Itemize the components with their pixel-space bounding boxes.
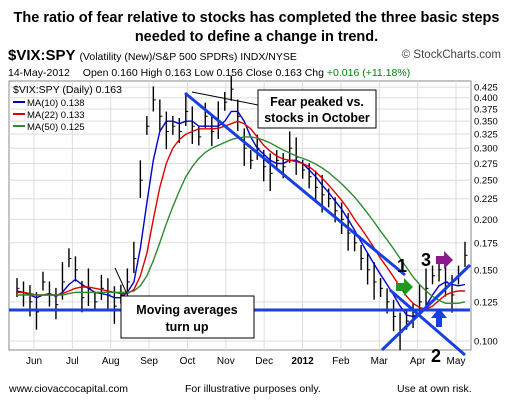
moving-avg-callout: Moving averages turn up	[114, 267, 255, 339]
y-tick-label: 0.150	[474, 265, 498, 276]
chg-label: Chg	[304, 67, 324, 79]
y-tick-label: 0.275	[474, 159, 498, 170]
legend-ma50: MA(50) 0.125	[27, 122, 85, 133]
step-markers: 1 3 2	[396, 250, 453, 366]
y-tick-label: 0.225	[474, 194, 498, 205]
x-tick-label: Sep	[140, 356, 158, 367]
breakout-line-down	[389, 288, 466, 357]
breakout-line-up	[380, 263, 472, 352]
x-tick-label: Mar	[371, 356, 389, 367]
headline-line-1: The ratio of fear relative to stocks has…	[13, 10, 500, 26]
high-value: 0.163	[165, 67, 192, 79]
y-tick-label: 0.400	[474, 93, 498, 104]
chg-value: +0.016 (+11.18%)	[326, 67, 411, 79]
quote-date: 14-May-2012	[8, 67, 70, 79]
close-value: 0.163	[275, 67, 302, 79]
headline-line-2: needed to define a change in trend.	[134, 29, 379, 45]
x-tick-label: Feb	[332, 356, 350, 367]
fear-peak-box	[257, 89, 377, 129]
y-tick-label: 0.375	[474, 105, 498, 116]
x-tick-label: Oct	[180, 356, 196, 367]
fear-peak-leader	[191, 91, 259, 106]
x-tick-label: Nov	[217, 356, 235, 367]
y-tick-label: 0.125	[474, 297, 498, 308]
x-tick-label: May	[447, 356, 466, 367]
ma22-line	[17, 120, 465, 310]
fear-peak-line-2: stocks in October	[264, 111, 370, 125]
open-label: Open	[82, 67, 109, 79]
green-arrow-icon	[396, 278, 413, 296]
legend-ma22: MA(22) 0.133	[27, 110, 85, 121]
step-3-label: 3	[421, 250, 431, 270]
y-tick-label: 0.200	[474, 215, 498, 226]
downtrend-line	[184, 91, 406, 277]
y-tick-label: 0.325	[474, 130, 498, 141]
y-tick-label: 0.250	[474, 176, 498, 187]
grid	[9, 81, 471, 350]
high-label: High	[140, 67, 163, 79]
fear-peak-line-1: Fear peaked vs.	[270, 95, 364, 109]
footer-site: www.ciovaccocapital.com	[9, 383, 129, 395]
y-tick-label: 0.425	[474, 83, 498, 94]
headline: The ratio of fear relative to stocks has…	[0, 9, 513, 47]
purple-arrow-icon	[436, 251, 453, 269]
symbol: $VIX:SPY	[8, 47, 76, 64]
step-1-label: 1	[397, 256, 407, 276]
symbol-description: (Volatility (New)/S&P 500 SPDRs) INDX/NY…	[79, 51, 297, 63]
legend-series: $VIX:SPY (Daily) 0.163	[13, 84, 122, 96]
footer-risk: Use at own risk.	[397, 383, 472, 395]
quote-line: 14-May-2012 Open 0.160 High 0.163 Low 0.…	[8, 67, 410, 79]
x-tick-label: 2012	[291, 356, 314, 367]
low-value: 0.156	[216, 67, 243, 79]
moving-avg-line-2: turn up	[165, 320, 208, 334]
y-tick-label: 0.300	[474, 144, 498, 155]
moving-avg-box	[120, 295, 255, 339]
y-tick-label: 0.100	[474, 336, 498, 347]
moving-avg-leader	[114, 267, 129, 297]
legend: $VIX:SPY (Daily) 0.163 MA(10) 0.138 MA(2…	[13, 84, 122, 133]
y-tick-label: 0.350	[474, 117, 498, 128]
x-tick-label: Dec	[255, 356, 273, 367]
x-axis: Jun Jul Aug Sep Oct Nov Dec 2012 Feb Mar Apr May	[26, 356, 466, 367]
open-value: 0.160	[111, 67, 138, 79]
low-label: Low	[194, 67, 214, 79]
x-tick-label: Aug	[102, 356, 120, 367]
footer-note: For illustrative purposes only.	[185, 383, 321, 395]
x-tick-label: Apr	[410, 356, 426, 367]
blue-arrow-up-icon	[431, 308, 447, 327]
close-label: Close	[245, 67, 273, 79]
step-2-label: 2	[431, 346, 441, 366]
y-tick-label: 0.175	[474, 238, 498, 249]
fear-peak-callout: Fear peaked vs. stocks in October	[191, 89, 377, 129]
x-tick-label: Jun	[26, 356, 42, 367]
legend-ma10: MA(10) 0.138	[27, 98, 85, 109]
moving-avg-line-1: Moving averages	[136, 303, 237, 317]
chart-symbol-line: $VIX:SPY (Volatility (New)/S&P 500 SPDRs…	[8, 47, 297, 64]
stockcharts-logo: © StockCharts.com	[401, 49, 501, 61]
x-tick-label: Jul	[66, 356, 79, 367]
